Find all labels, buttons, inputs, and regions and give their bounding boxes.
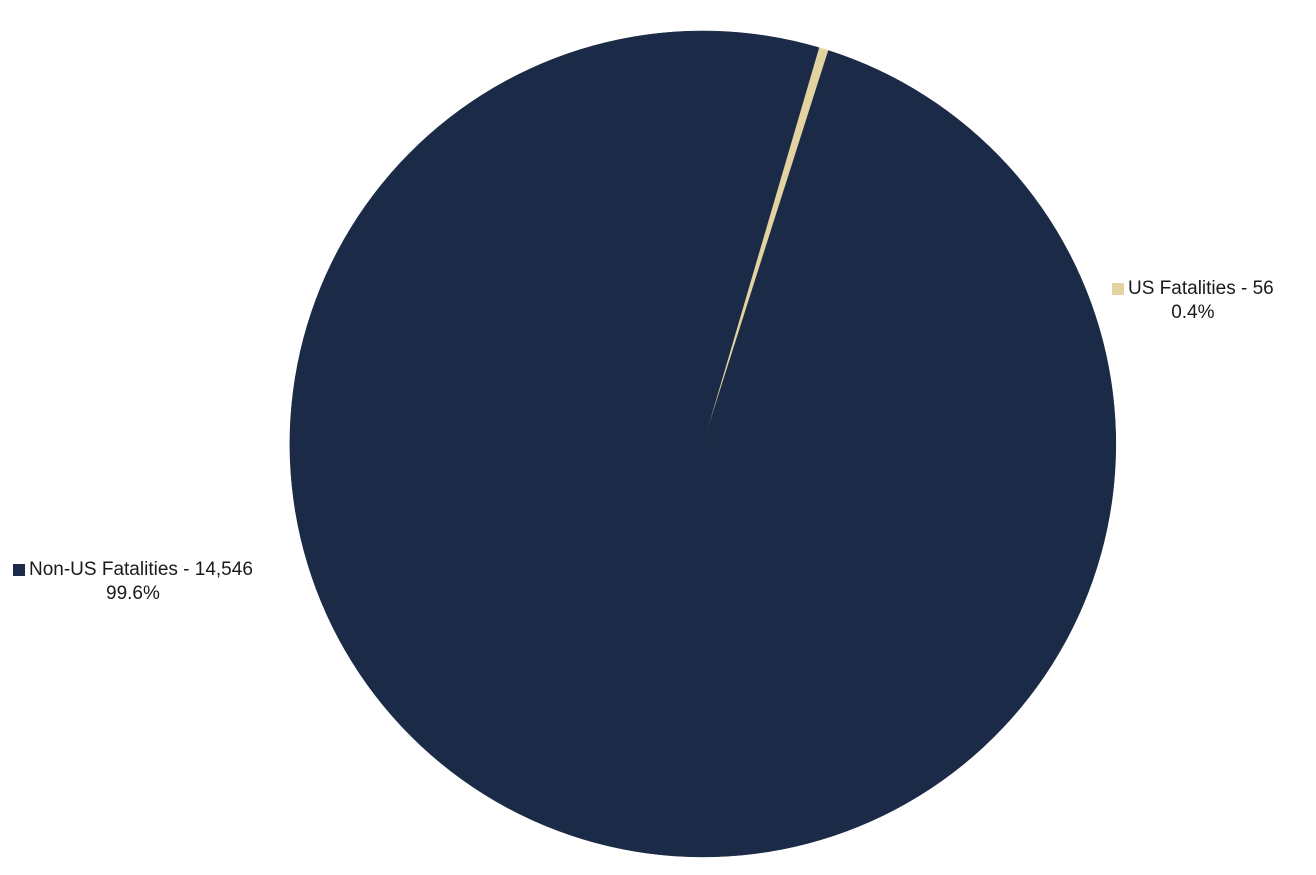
- label-us-percent: 0.4%: [1171, 302, 1215, 323]
- pie-slices: [289, 30, 1117, 858]
- label-us-fatalities: US Fatalities - 56 0.4%: [1112, 277, 1274, 325]
- label-non-us-fatalities: Non-US Fatalities - 14,546 99.6%: [13, 558, 253, 606]
- label-non-us-percent: 99.6%: [106, 583, 160, 604]
- legend-swatch-us: [1112, 283, 1124, 295]
- pie-slice-non-us-fatalities: [289, 30, 1117, 858]
- label-us-text: US Fatalities - 56: [1128, 278, 1274, 299]
- legend-swatch-non-us: [13, 564, 25, 576]
- label-non-us-text: Non-US Fatalities - 14,546: [29, 559, 253, 580]
